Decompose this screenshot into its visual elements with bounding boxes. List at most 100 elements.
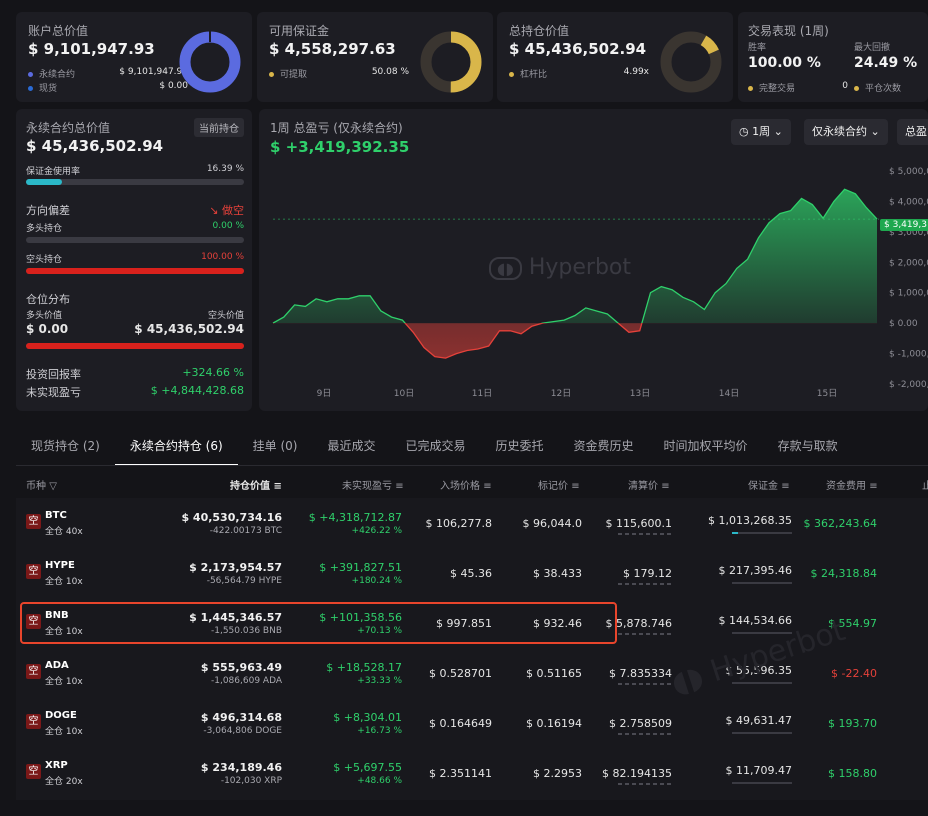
position-value: $ 555,963.49 [200,661,282,674]
unrealized-pnl-pct: +16.73 % [357,726,402,736]
th-value[interactable]: 持仓价值 ≡ [230,477,282,492]
available-margin-value: $ 4,558,297.63 [269,40,396,58]
long-amount: $ 0.00 [26,322,69,336]
margin-donut-chart [420,31,482,93]
y-tick-label: $ 3,000,0 [889,228,928,238]
scope-dropdown[interactable]: 仅永续合约 ⌄ [804,119,888,145]
position-qty: -56,564.79 HYPE [206,576,282,586]
coin-symbol[interactable]: BNB [45,610,69,621]
liq-risk-bar [618,783,674,785]
tab-item[interactable]: 现货持仓 (2) [31,439,100,453]
roi-value: +324.66 % [182,366,244,379]
funding-fee: $ 362,243.64 [803,517,877,530]
bias-value-wrap: ↘ 做空 [209,202,244,218]
y-tick-label: $ 1,000,0 [889,289,928,299]
coin-symbol[interactable]: HYPE [45,560,75,571]
close-count-row: 平仓次数 [854,81,901,94]
pnl-chart-title: 1周 总盈亏 (仅永续合约) [270,121,403,135]
position-value: $ 1,445,346.57 [189,611,282,624]
th-liq[interactable]: 清算价 ≡ [628,477,670,492]
metric-dropdown[interactable]: 总盈 [897,119,928,145]
coin-symbol[interactable]: ADA [45,660,69,671]
entry-price: $ 997.851 [436,617,492,630]
table-row[interactable]: 空 XRP 全仓 20x $ 234,189.46 -102,030 XRP $… [16,748,928,798]
row-highlight-box [20,602,617,644]
completed-value: 0 [842,81,848,91]
tab-item[interactable]: 挂单 (0) [252,439,298,453]
distribution-bar [26,343,244,349]
liq-price: $ 115,600.1 [605,517,672,530]
position-value: $ 2,173,954.57 [189,561,282,574]
unrealized-pnl-pct: +33.33 % [357,676,402,686]
margin-value: $ 217,395.46 [718,564,792,577]
table-row[interactable]: 空 BNB 全仓 10x $ 1,445,346.57 -1,550.036 B… [16,598,928,648]
withdrawable-value: 50.08 % [371,67,409,77]
tab-item[interactable]: 已完成交易 [405,439,466,453]
short-badge: 空 [26,664,41,679]
th-margin[interactable]: 保证金 ≡ [748,477,790,492]
hyperbot-logo-icon: ◖◗ [489,257,522,280]
short-amount: $ 45,436,502.94 [134,322,244,336]
metric-label: 总盈 [905,125,927,138]
position-donut-chart [660,31,722,93]
trade-perf-title: 交易表现 (1周) [748,24,829,38]
liq-risk-bar [618,733,674,735]
completed-trades-row: 完整交易 0 [748,81,848,94]
table-row[interactable]: 空 BTC 全仓 40x $ 40,530,734.16 -422.00173 … [16,498,928,548]
tab-item[interactable]: 资金费历史 [573,439,634,453]
x-tick-label: 12日 [551,388,571,399]
position-qty: -1,086,609 ADA [211,676,282,686]
max-drawdown-value: 24.49 % [854,55,918,71]
th-liq-label: 清算价 [628,481,658,492]
position-qty: -1,550.036 BNB [211,626,282,636]
unrealized-pnl-pct: +48.66 % [357,776,402,786]
table-row[interactable]: 空 ADA 全仓 10x $ 555,963.49 -1,086,609 ADA… [16,648,928,698]
unrealized-pnl: $ +101,358.56 [319,611,402,624]
funding-fee: $ 193.70 [828,717,877,730]
total-position-value: $ 45,436,502.94 [509,40,647,58]
margin-bar [732,532,792,534]
chevron-down-icon: ⌄ [773,125,783,138]
tab-item[interactable]: 永续合约持仓 (6) [114,426,238,466]
coin-symbol[interactable]: BTC [45,510,67,521]
perp-tag[interactable]: 当前持仓 [194,118,244,137]
margin-value: $ 49,631.47 [725,714,792,727]
y-tick-label: $ 4,000,0 [889,197,928,207]
sort-icon: ≡ [395,481,404,492]
short-badge: 空 [26,764,41,779]
y-tick-label: $ 5,000,0 [889,167,928,177]
tab-item[interactable]: 时间加权平均价 [663,439,748,453]
tab-item[interactable]: 存款与取款 [777,439,838,453]
withdrawable-label: 可提取 [280,70,308,80]
sort-icon: ≡ [781,481,790,492]
table-row[interactable]: 空 DOGE 全仓 10x $ 496,314.68 -3,064,806 DO… [16,698,928,748]
th-mark[interactable]: 标记价 ≡ [538,477,580,492]
tab-item[interactable]: 最近成交 [327,439,376,453]
th-coin[interactable]: 币种 ▽ [26,477,57,492]
available-margin-card: 可用保证金 $ 4,558,297.63 可提取 50.08 % [257,12,493,102]
coin-symbol[interactable]: DOGE [45,710,77,721]
th-entry[interactable]: 入场价格 ≡ [440,477,492,492]
liq-price: $ 7.835334 [609,667,672,680]
close-label: 平仓次数 [865,84,902,94]
table-row[interactable]: 空 HYPE 全仓 10x $ 2,173,954.57 -56,564.79 … [16,548,928,598]
unrealized-pnl: $ +391,827.51 [319,561,402,574]
leverage-value: 4.99x [623,67,649,77]
account-donut-chart [179,31,241,93]
roi-label: 投资回报率 [26,368,81,381]
th-pnl[interactable]: 未实现盈亏 ≡ [342,477,404,492]
coin-symbol[interactable]: XRP [45,760,68,771]
tab-item[interactable]: 历史委托 [495,439,544,453]
position-value: $ 234,189.46 [200,761,282,774]
leverage-label: 全仓 40x [45,527,83,537]
period-dropdown[interactable]: ◷ 1周 ⌄ [731,119,791,145]
th-funding[interactable]: 资金费用 ≡ [826,477,878,492]
short-badge: 空 [26,614,41,629]
margin-usage-bar [26,179,244,185]
sort-icon: ≡ [273,481,282,492]
x-tick-label: 9日 [317,388,332,399]
period-label: 1周 [752,125,771,138]
short-badge: 空 [26,514,41,529]
dist-label: 仓位分布 [26,293,70,306]
unrealized-pnl-pct: +426.22 % [351,526,402,536]
